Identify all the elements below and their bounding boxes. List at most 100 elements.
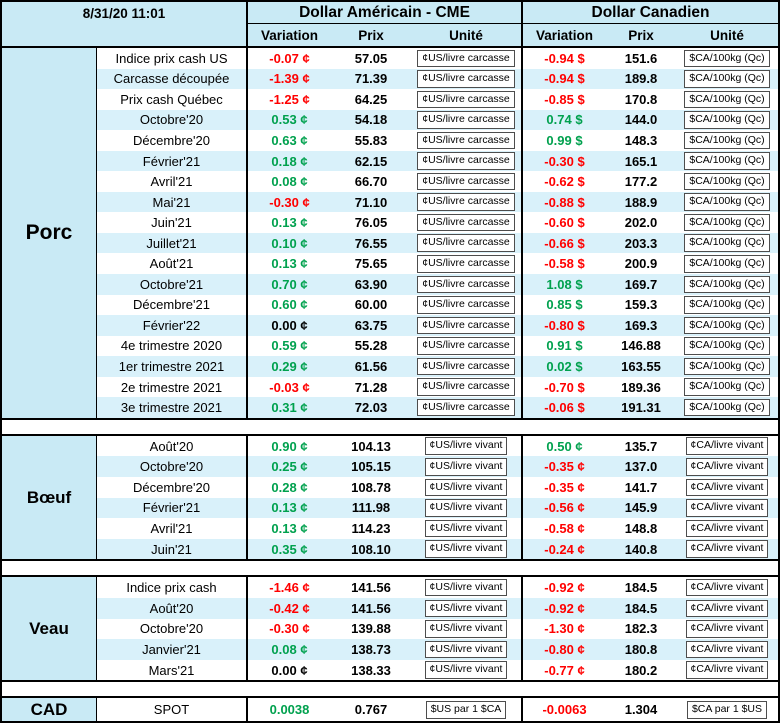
ca-unit-cell: $CA/100kg (Qc) <box>676 232 778 254</box>
ca-unit-cell: ¢CA/livre vivant <box>676 456 778 478</box>
row-label: Mars'21 <box>96 659 246 681</box>
ca-price-value: 163.55 <box>606 356 676 377</box>
us-variation-value: 0.13 ¢ <box>246 212 331 233</box>
ca-variation-value: -0.92 ¢ <box>521 598 606 619</box>
ca-unit-cell: ¢CA/livre vivant <box>676 577 778 598</box>
us-price-value: 108.78 <box>331 477 411 498</box>
ca-price-value: 169.3 <box>606 315 676 336</box>
row-label: Juin'21 <box>96 212 246 233</box>
ca-variation-value: -0.62 $ <box>521 171 606 192</box>
ca-unit-cell: $CA/100kg (Qc) <box>676 171 778 192</box>
us-unit-label: ¢US/livre carcasse <box>417 70 515 88</box>
ca-unit-label: $CA/100kg (Qc) <box>684 398 770 417</box>
row-label: Janvier'21 <box>96 639 246 660</box>
ca-price-value: 189.8 <box>606 68 676 90</box>
ca-unit-cell: $CA/100kg (Qc) <box>676 253 778 275</box>
us-price-value: 71.10 <box>331 191 411 213</box>
us-variation-value: 0.28 ¢ <box>246 477 331 498</box>
ca-unit-label: ¢CA/livre vivant <box>685 437 769 455</box>
section-title-cad: CAD <box>2 698 96 722</box>
ca-unit-label: $CA/100kg (Qc) <box>684 111 770 129</box>
ca-price-value: 170.8 <box>606 89 676 110</box>
ca-variation-value: -0.30 $ <box>521 150 606 172</box>
ca-variation-value: -0.56 ¢ <box>521 497 606 519</box>
row-label: Février'22 <box>96 315 246 336</box>
us-variation-value: 0.18 ¢ <box>246 150 331 172</box>
us-price-value: 71.39 <box>331 68 411 90</box>
us-unit-cell: ¢US/livre carcasse <box>411 171 521 192</box>
us-variation-value: 0.90 ¢ <box>246 435 331 457</box>
ca-unit-cell: ¢CA/livre vivant <box>676 659 778 681</box>
ca-price-value: 140.8 <box>606 538 676 560</box>
ca-price-value: 144.0 <box>606 109 676 131</box>
row-label: Avril'21 <box>96 171 246 192</box>
section-veau: Veau Indice prix cash -1.46 ¢ 141.56 ¢US/liv… <box>2 577 778 681</box>
ca-unit-cell: $CA/100kg (Qc) <box>676 130 778 151</box>
ca-price-value: 203.3 <box>606 232 676 254</box>
us-price-value: 64.25 <box>331 89 411 110</box>
row-label: Mai'21 <box>96 191 246 213</box>
ca-unit-cell: $CA/100kg (Qc) <box>676 68 778 90</box>
ca-unit-label: ¢CA/livre vivant <box>685 599 769 618</box>
ca-price-value: 159.3 <box>606 294 676 316</box>
us-unit-cell: $US par 1 $CA <box>411 698 521 722</box>
row-label: 2e trimestre 2021 <box>96 376 246 398</box>
us-unit-cell: ¢US/livre carcasse <box>411 356 521 377</box>
us-variation-value: -0.30 ¢ <box>246 618 331 640</box>
row-label: SPOT <box>96 698 246 722</box>
us-variation-value: -0.07 ¢ <box>246 48 331 69</box>
ca-variation-value: 0.85 $ <box>521 294 606 316</box>
us-variation-value: 0.13 ¢ <box>246 253 331 275</box>
us-unit-cell: ¢US/livre vivant <box>411 538 521 560</box>
ca-unit-label: ¢CA/livre vivant <box>685 457 769 476</box>
ca-variation-value: -0.06 $ <box>521 397 606 418</box>
us-unit-cell: ¢US/livre carcasse <box>411 294 521 316</box>
us-unit-cell: ¢US/livre vivant <box>411 497 521 519</box>
ca-variation-value: -0.58 $ <box>521 253 606 275</box>
us-unit-label: ¢US/livre vivant <box>424 437 508 455</box>
row-label: Indice prix cash <box>96 577 246 598</box>
us-unite-header: Unité <box>449 27 483 43</box>
ca-unite-header: Unité <box>710 27 744 43</box>
us-unit-label: ¢US/livre carcasse <box>417 213 515 232</box>
us-price-value: 61.56 <box>331 356 411 377</box>
us-variation-value: 0.31 ¢ <box>246 397 331 418</box>
ca-unit-label: $CA/100kg (Qc) <box>684 213 770 232</box>
ca-unit-cell: ¢CA/livre vivant <box>676 435 778 457</box>
us-variation-value: 0.29 ¢ <box>246 356 331 377</box>
ca-unit-label: $CA/100kg (Qc) <box>684 254 770 273</box>
ca-unit-cell: $CA/100kg (Qc) <box>676 212 778 233</box>
us-price-value: 0.767 <box>331 698 411 722</box>
us-variation-value: 0.60 ¢ <box>246 294 331 316</box>
ca-unit-label: $CA/100kg (Qc) <box>684 131 770 150</box>
ca-unit-label: $CA/100kg (Qc) <box>684 90 770 109</box>
row-label: Décembre'20 <box>96 130 246 151</box>
us-unit-cell: ¢US/livre carcasse <box>411 109 521 131</box>
ca-unit-cell: $CA/100kg (Qc) <box>676 376 778 398</box>
us-unit-label: ¢US/livre carcasse <box>417 131 515 150</box>
row-label: Octobre'20 <box>96 109 246 131</box>
us-variation-value: 0.00 ¢ <box>246 659 331 681</box>
us-unit-cell: ¢US/livre carcasse <box>411 274 521 295</box>
report-timestamp: 8/31/20 11:01 <box>82 5 166 21</box>
us-unit-label: ¢US/livre carcasse <box>417 49 515 68</box>
us-unit-cell: ¢US/livre carcasse <box>411 335 521 357</box>
ca-price-value: 151.6 <box>606 48 676 69</box>
us-unit-cell: ¢US/livre carcasse <box>411 191 521 213</box>
ca-variation-value: 1.08 $ <box>521 274 606 295</box>
us-unit-label: ¢US/livre carcasse <box>417 172 515 191</box>
us-price-value: 55.28 <box>331 335 411 357</box>
ca-price-value: 180.8 <box>606 639 676 660</box>
us-unit-cell: ¢US/livre carcasse <box>411 253 521 275</box>
ca-price-value: 169.7 <box>606 274 676 295</box>
row-label: Août'21 <box>96 253 246 275</box>
ca-unit-label: $CA/100kg (Qc) <box>684 357 770 376</box>
us-unit-cell: ¢US/livre vivant <box>411 618 521 640</box>
ca-price-value: 1.304 <box>606 698 676 722</box>
row-label: Février'21 <box>96 150 246 172</box>
ca-unit-label: ¢CA/livre vivant <box>685 478 769 497</box>
us-unit-label: ¢US/livre vivant <box>424 499 508 517</box>
us-price-value: 76.05 <box>331 212 411 233</box>
ca-unit-cell: ¢CA/livre vivant <box>676 477 778 498</box>
